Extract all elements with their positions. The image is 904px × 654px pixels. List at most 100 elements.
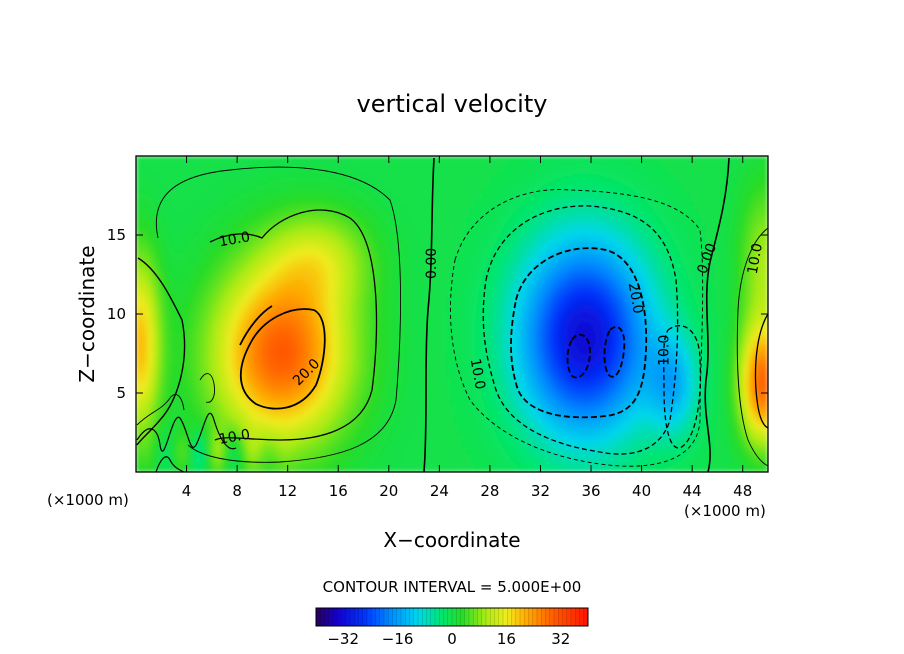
colorbar-swatch <box>558 608 563 626</box>
contour-line-positive <box>239 305 273 346</box>
colorbar-tick-label: 0 <box>447 630 457 648</box>
colorbar-frame <box>315 607 589 627</box>
contour-line-positive <box>736 227 768 467</box>
colorbar-swatch <box>396 608 402 626</box>
contour-line-zero <box>423 157 435 472</box>
x-tick-label: 32 <box>531 482 550 500</box>
colorbar-swatch <box>320 608 325 626</box>
colorbar-swatch <box>571 608 576 626</box>
contour-line-negative <box>510 247 648 419</box>
heatmap-field <box>136 156 768 472</box>
contour-line-positive <box>199 373 215 403</box>
colorbar-swatch <box>328 608 334 626</box>
colorbar-swatch <box>541 608 546 626</box>
colorbar-swatch <box>418 608 423 626</box>
contour-label: 10.0 <box>656 335 672 366</box>
colorbar-swatch <box>354 608 359 626</box>
contour-line-positive <box>136 412 237 452</box>
contour-line-negative <box>663 325 702 449</box>
colorbar-swatch <box>537 608 542 626</box>
colorbar-swatch <box>583 608 589 626</box>
colorbar-swatch <box>511 608 517 626</box>
colorbar-swatch <box>341 608 347 626</box>
x-tick-label: 12 <box>278 482 297 500</box>
x-tick-label: 16 <box>329 482 348 500</box>
y-tick-label: 15 <box>107 226 126 244</box>
contour-line-positive <box>155 166 402 463</box>
x-unit-left: (×1000 m) <box>47 491 129 509</box>
contour-line-positive <box>209 209 378 441</box>
colorbar-swatch <box>333 608 338 626</box>
colorbar-swatch <box>435 608 440 626</box>
colorbar-swatch <box>452 608 457 626</box>
colorbar-swatch <box>392 608 398 626</box>
x-tick-label: 40 <box>632 482 651 500</box>
chart-title: vertical velocity <box>357 90 548 118</box>
x-tick-label: 4 <box>182 482 192 500</box>
colorbar-swatch <box>554 608 559 626</box>
colorbar-swatch <box>384 608 389 626</box>
colorbar-tick-label: 32 <box>551 630 570 648</box>
colorbar-swatch <box>498 608 504 626</box>
contour-line-positive <box>155 456 185 472</box>
colorbar-swatch <box>345 608 351 626</box>
colorbar-swatch <box>549 608 555 626</box>
colorbar-swatch <box>464 608 470 626</box>
colorbar: −32 −16 0 16 32 <box>315 607 589 648</box>
contour-line-zero <box>704 157 730 472</box>
colorbar-swatch <box>358 608 364 626</box>
contour-lines <box>136 157 768 472</box>
contour-line-positive <box>754 313 768 429</box>
contour-line-zero <box>136 257 186 446</box>
colorbar-swatch <box>409 608 415 626</box>
contour-line-negative <box>603 326 626 378</box>
y-axis-label: Z−coordinate <box>75 245 99 382</box>
colorbar-swatch <box>515 608 521 626</box>
colorbar-swatch <box>456 608 461 626</box>
contour-interval-text: CONTOUR INTERVAL = 5.000E+00 <box>323 578 582 596</box>
colorbar-swatch <box>371 608 376 626</box>
colorbar-swatch <box>443 608 449 626</box>
colorbar-swatch <box>413 608 419 626</box>
x-tick-label: 36 <box>581 482 600 500</box>
colorbar-swatch <box>486 608 491 626</box>
colorbar-swatch <box>524 608 529 626</box>
x-unit-right: (×1000 m) <box>684 502 766 520</box>
colorbar-swatch <box>562 608 568 626</box>
colorbar-swatch <box>337 608 342 626</box>
contour-label: 10.0 <box>745 242 766 275</box>
x-tick-label: 48 <box>733 482 752 500</box>
colorbar-tick-label: −16 <box>382 630 414 648</box>
colorbar-swatch <box>579 608 585 626</box>
colorbar-swatch <box>375 608 381 626</box>
contour-line-negative <box>450 189 704 467</box>
colorbar-swatch <box>460 608 466 626</box>
colorbar-swatch <box>528 608 534 626</box>
colorbar-swatch <box>575 608 580 626</box>
x-axis: 4 8 12 16 20 24 28 32 36 40 44 48 <box>182 156 752 500</box>
colorbar-swatch <box>401 608 406 626</box>
colorbar-swatch <box>362 608 368 626</box>
contour-line-negative <box>566 333 591 379</box>
contour-line-positive <box>136 394 185 426</box>
contour-label: 0.00 <box>424 248 440 279</box>
y-axis: 5 10 15 <box>107 226 768 402</box>
x-axis-label: X−coordinate <box>383 528 520 552</box>
colorbar-swatch <box>473 608 478 626</box>
colorbar-swatch <box>447 608 453 626</box>
colorbar-swatch <box>532 608 538 626</box>
colorbar-swatch <box>379 608 385 626</box>
colorbar-swatch <box>388 608 393 626</box>
colorbar-swatch <box>324 608 330 626</box>
colorbar-swatch <box>490 608 495 626</box>
colorbar-swatch <box>430 608 436 626</box>
colorbar-swatch <box>481 608 487 626</box>
colorbar-swatch <box>503 608 508 626</box>
x-tick-label: 44 <box>683 482 702 500</box>
y-tick-label: 10 <box>107 305 126 323</box>
colorbar-tick-label: −32 <box>327 630 359 648</box>
contour-label: 10.0 <box>218 229 251 250</box>
colorbar-swatch <box>520 608 525 626</box>
contour-label: 10.0 <box>218 427 251 448</box>
colorbar-swatch <box>477 608 483 626</box>
